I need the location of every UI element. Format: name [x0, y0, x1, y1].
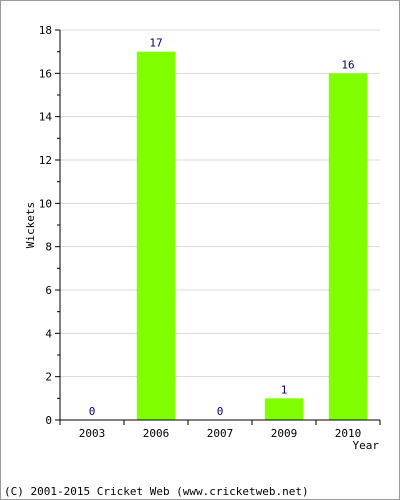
y-tick-label: 2 — [45, 371, 52, 384]
x-tick-label: 2009 — [271, 427, 298, 440]
gridlines — [60, 29, 380, 378]
y-tick-label: 10 — [39, 197, 52, 210]
data-label: 16 — [341, 58, 354, 71]
y-tick-label: 0 — [45, 414, 52, 427]
y-tick-label: 16 — [39, 67, 52, 80]
x-tick-label: 2007 — [207, 427, 234, 440]
y-tick-label: 18 — [39, 24, 52, 37]
y-tick-label: 6 — [45, 284, 52, 297]
bars — [136, 51, 368, 421]
x-tick-label: 2010 — [335, 427, 362, 440]
x-tick-label: 2003 — [79, 427, 106, 440]
x-axis-title: Year — [353, 439, 380, 452]
y-ticks: 0 2 4 6 8 10 12 14 16 18 — [39, 24, 60, 427]
data-label: 0 — [217, 405, 224, 418]
data-label: 0 — [89, 405, 96, 418]
x-tick-label: 2006 — [143, 427, 170, 440]
data-labels: 0 17 0 1 16 — [89, 37, 355, 418]
data-label: 1 — [281, 383, 288, 396]
bar-2006 — [136, 51, 176, 421]
y-axis-title: Wickets — [24, 202, 37, 248]
y-tick-label: 8 — [45, 241, 52, 254]
bar-2009 — [264, 398, 304, 420]
y-tick-label: 12 — [39, 154, 52, 167]
x-ticks: 2003 2006 2007 2009 2010 — [59, 420, 381, 440]
y-tick-label: 14 — [39, 111, 53, 124]
bar-2010 — [328, 73, 368, 420]
data-label: 17 — [149, 37, 162, 50]
copyright-footer: (C) 2001-2015 Cricket Web (www.cricketwe… — [4, 485, 309, 498]
y-tick-label: 4 — [45, 327, 52, 340]
